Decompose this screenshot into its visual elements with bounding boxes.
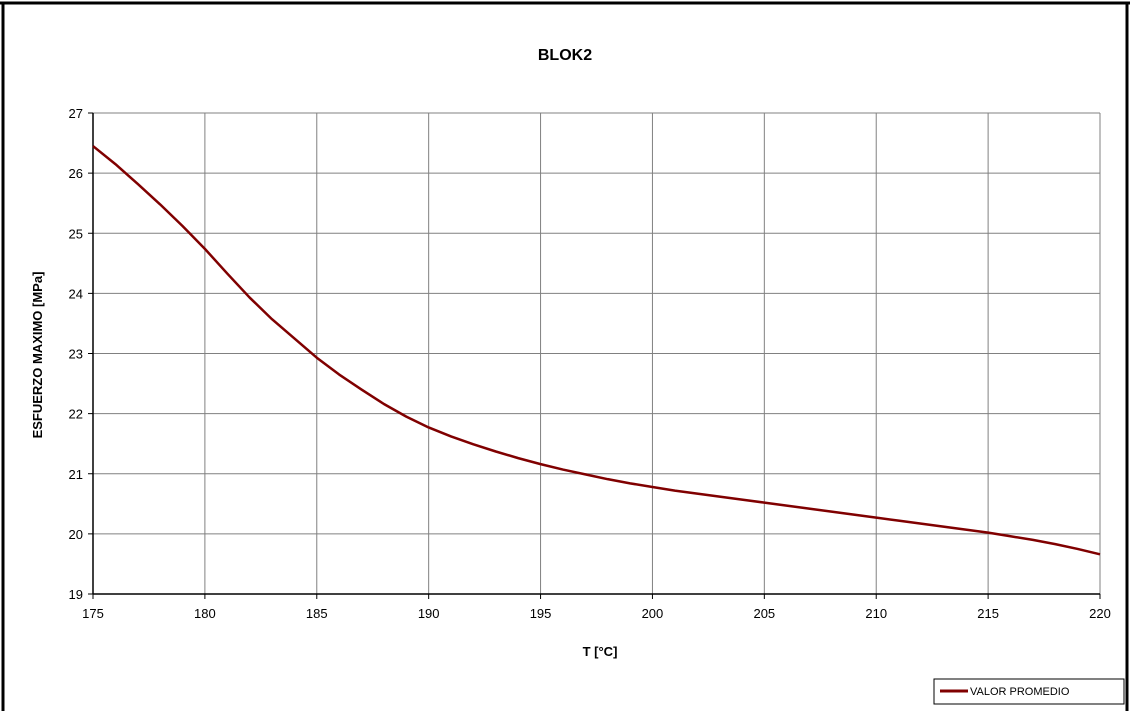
y-tick-label: 26 bbox=[69, 166, 83, 181]
x-tick-label: 180 bbox=[194, 606, 216, 621]
grid-layer bbox=[92, 112, 1101, 595]
x-tick-label: 210 bbox=[865, 606, 887, 621]
y-tick-label: 19 bbox=[69, 587, 83, 602]
x-axis-label: T [°C] bbox=[583, 644, 618, 659]
x-tick-label: 175 bbox=[82, 606, 104, 621]
x-tick-label: 185 bbox=[306, 606, 328, 621]
y-tick-label: 23 bbox=[69, 347, 83, 362]
x-tick-label: 190 bbox=[418, 606, 440, 621]
y-tick-label: 25 bbox=[69, 226, 83, 241]
x-tick-label: 220 bbox=[1089, 606, 1111, 621]
legend-label-valor-promedio: VALOR PROMEDIO bbox=[970, 686, 1070, 698]
legend: VALOR PROMEDIO bbox=[933, 678, 1125, 705]
y-tick-label: 21 bbox=[69, 467, 83, 482]
y-tick-label: 27 bbox=[69, 106, 83, 121]
x-tick-label: 200 bbox=[642, 606, 664, 621]
series-line-valor-promedio bbox=[92, 145, 1101, 556]
y-tick-label: 20 bbox=[69, 527, 83, 542]
x-tick-label: 205 bbox=[753, 606, 775, 621]
x-tick-label: 195 bbox=[530, 606, 552, 621]
chart-title: BLOK2 bbox=[538, 47, 592, 64]
x-tick-label: 215 bbox=[977, 606, 999, 621]
tick-layer: 175 180 185 190 195 200 205 210 215 220 19 20 21 22 23… bbox=[69, 106, 1111, 621]
series-layer bbox=[92, 145, 1101, 556]
y-tick-label: 22 bbox=[69, 407, 83, 422]
y-axis-label: ESFUERZO MAXIMO [MPa] bbox=[30, 272, 45, 439]
y-tick-label: 24 bbox=[69, 286, 83, 301]
